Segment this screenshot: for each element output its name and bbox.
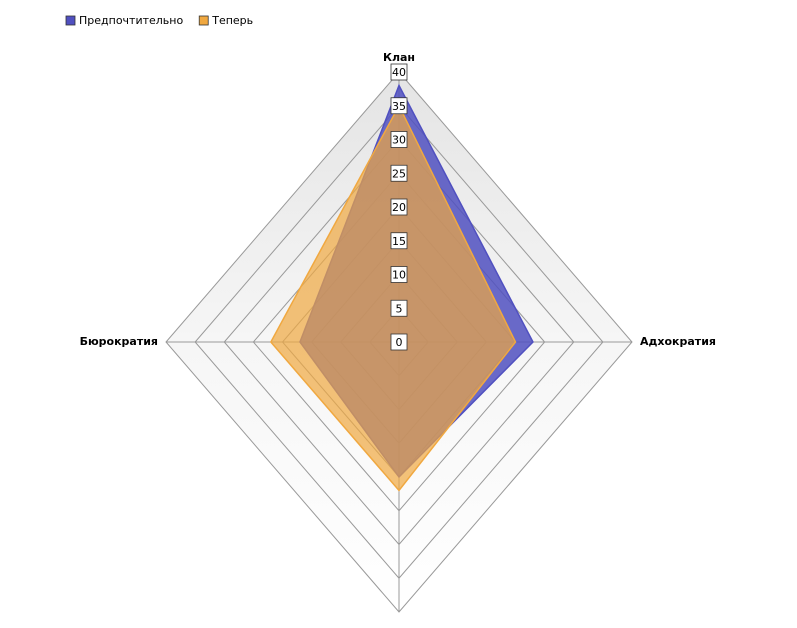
category-label: Адхократия (640, 335, 716, 348)
y-tick-label: 20 (392, 201, 406, 214)
y-tick-label: 35 (392, 100, 406, 113)
y-tick-label: 40 (392, 66, 406, 79)
category-label: Бюрократия (80, 335, 158, 348)
tick-box (390, 63, 408, 81)
tick-box (390, 232, 408, 250)
tick-box (390, 164, 408, 182)
tick-box (390, 97, 408, 115)
y-tick-label: 0 (396, 336, 403, 349)
tick-box (390, 266, 408, 283)
category-label: Клан (383, 51, 415, 64)
tick-box (390, 131, 408, 148)
y-tick-label: 30 (392, 134, 406, 147)
y-tick-label: 10 (392, 269, 406, 282)
y-tick-label: 25 (392, 167, 406, 180)
legend-swatch (198, 15, 209, 26)
legend-swatch (65, 15, 76, 26)
series-area (269, 104, 517, 492)
y-tick-label: 15 (392, 235, 406, 248)
tick-box (390, 333, 408, 351)
legend-label: Теперь (211, 14, 253, 27)
tick-box (390, 299, 408, 317)
legend-label: Предпочтительно (79, 14, 183, 27)
y-tick-label: 5 (396, 302, 403, 315)
tick-box (390, 198, 408, 216)
